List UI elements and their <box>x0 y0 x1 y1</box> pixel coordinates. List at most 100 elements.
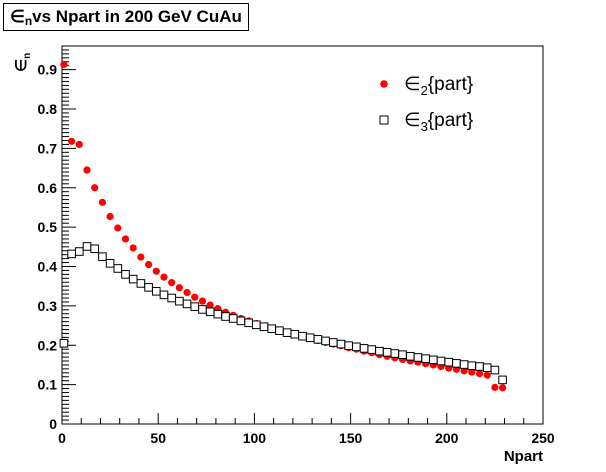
series-2-point <box>151 287 161 296</box>
series-2-point <box>205 307 215 317</box>
series-1-point <box>491 383 499 391</box>
series-2-point <box>405 351 415 361</box>
x-tick-label: 150 <box>339 430 363 446</box>
series-2-point <box>159 290 169 300</box>
y-axis-subscript: n <box>22 53 33 59</box>
series-1-point <box>121 235 130 243</box>
series-2-point <box>121 270 130 279</box>
y-tick-label: 0.6 <box>38 180 58 196</box>
series-2-point <box>328 338 338 347</box>
legend-symbol: ∈ <box>404 74 421 95</box>
series-2-point <box>298 331 307 341</box>
series-1-point <box>183 288 191 297</box>
series-2-point <box>336 339 346 349</box>
series-2-point <box>182 299 192 309</box>
series-1-point <box>129 244 137 252</box>
series-2-point <box>398 350 407 359</box>
legend-subscript: 3 <box>421 119 428 134</box>
series-2-point <box>136 279 146 288</box>
series-2-point <box>367 345 377 354</box>
y-tick-label: 0.2 <box>38 337 58 353</box>
series-2-point <box>198 305 207 314</box>
y-tick-label: 0.4 <box>38 259 58 275</box>
series-2-point <box>429 355 438 365</box>
series-2-point <box>259 322 269 332</box>
series-2-point <box>144 283 153 292</box>
y-tick-label: 0.7 <box>38 140 58 156</box>
y-tick-label: 0.8 <box>38 101 58 117</box>
title-subscript: n <box>24 14 33 28</box>
series-2-point <box>167 293 176 303</box>
y-axis-symbol: ∈ <box>13 59 30 72</box>
series-2-point <box>59 338 69 348</box>
series-1-point <box>106 212 114 221</box>
series-2-point <box>421 354 430 363</box>
x-tick-label: 250 <box>531 430 555 446</box>
legend-label-1: ∈2{part} <box>404 74 473 98</box>
series-2-point <box>375 346 384 356</box>
series-2-point <box>282 328 292 337</box>
series-2-point <box>321 336 330 346</box>
series-2-point <box>221 312 230 321</box>
series-2-point <box>128 274 138 284</box>
series-2-point <box>382 348 392 357</box>
series-2-point <box>444 357 454 367</box>
legend-symbol: ∈ <box>404 110 421 131</box>
legend-text-rest: {part} <box>428 110 473 131</box>
series-2-point <box>436 356 446 366</box>
series-1-point <box>191 293 199 301</box>
legend-marker-2 <box>379 115 389 125</box>
series-1-point <box>175 284 183 292</box>
series-2-point <box>390 349 400 358</box>
series-1-point <box>144 260 153 269</box>
y-tick-label: 0.5 <box>38 219 58 235</box>
y-tick-label: 0.9 <box>38 62 58 78</box>
legend-label-2: ∈3{part} <box>404 110 473 134</box>
series-2-point <box>490 365 500 375</box>
series-2-point <box>267 324 277 334</box>
series-1-point <box>83 166 91 174</box>
y-tick-label: 0.3 <box>38 298 58 314</box>
series-1-point <box>160 273 168 281</box>
series-1-point <box>460 367 468 375</box>
series-1-point <box>206 301 214 309</box>
series-1-point <box>68 137 76 145</box>
series-2-point <box>275 326 284 335</box>
series-1-point <box>168 279 176 287</box>
legend-text-rest: {part} <box>428 74 473 95</box>
y-tick-label: 0.1 <box>38 377 58 393</box>
chart-title: ∈ n vs Npart in 200 GeV CuAu <box>3 3 249 31</box>
series-2-point <box>467 361 477 371</box>
series-2-point <box>498 375 507 385</box>
title-text: vs Npart in 200 GeV CuAu <box>32 7 242 26</box>
series-2 <box>59 242 507 385</box>
y-tick-label: 0 <box>49 416 57 432</box>
series-1-point <box>60 60 68 69</box>
series-1-point <box>198 297 207 305</box>
series-2-point <box>252 320 261 330</box>
series-2-point <box>175 296 184 306</box>
series-2-point <box>459 360 469 369</box>
x-axis-title: Npart <box>504 448 543 465</box>
series-2-point <box>236 316 246 326</box>
x-tick-label: 100 <box>243 430 267 446</box>
series-2-point <box>413 353 423 362</box>
series-2-point <box>90 244 100 254</box>
x-tick-label: 50 <box>150 430 166 446</box>
x-tick-label: 200 <box>435 430 459 446</box>
y-axis-title: ∈n <box>13 53 33 72</box>
series-2-point <box>75 247 84 256</box>
series-2-point <box>359 344 369 353</box>
series-2-point <box>290 329 300 339</box>
x-tick-label: 0 <box>58 430 66 446</box>
series-2-point <box>313 335 323 344</box>
series-1-point <box>152 267 160 275</box>
series-2-point <box>352 342 361 352</box>
series-2-point <box>244 318 253 328</box>
series-1-point <box>91 184 99 192</box>
series-2-point <box>305 333 315 343</box>
series-1-point <box>75 140 83 149</box>
series-2-point <box>213 309 223 319</box>
series-1-point <box>468 368 476 376</box>
title-symbol: ∈ <box>10 7 25 26</box>
